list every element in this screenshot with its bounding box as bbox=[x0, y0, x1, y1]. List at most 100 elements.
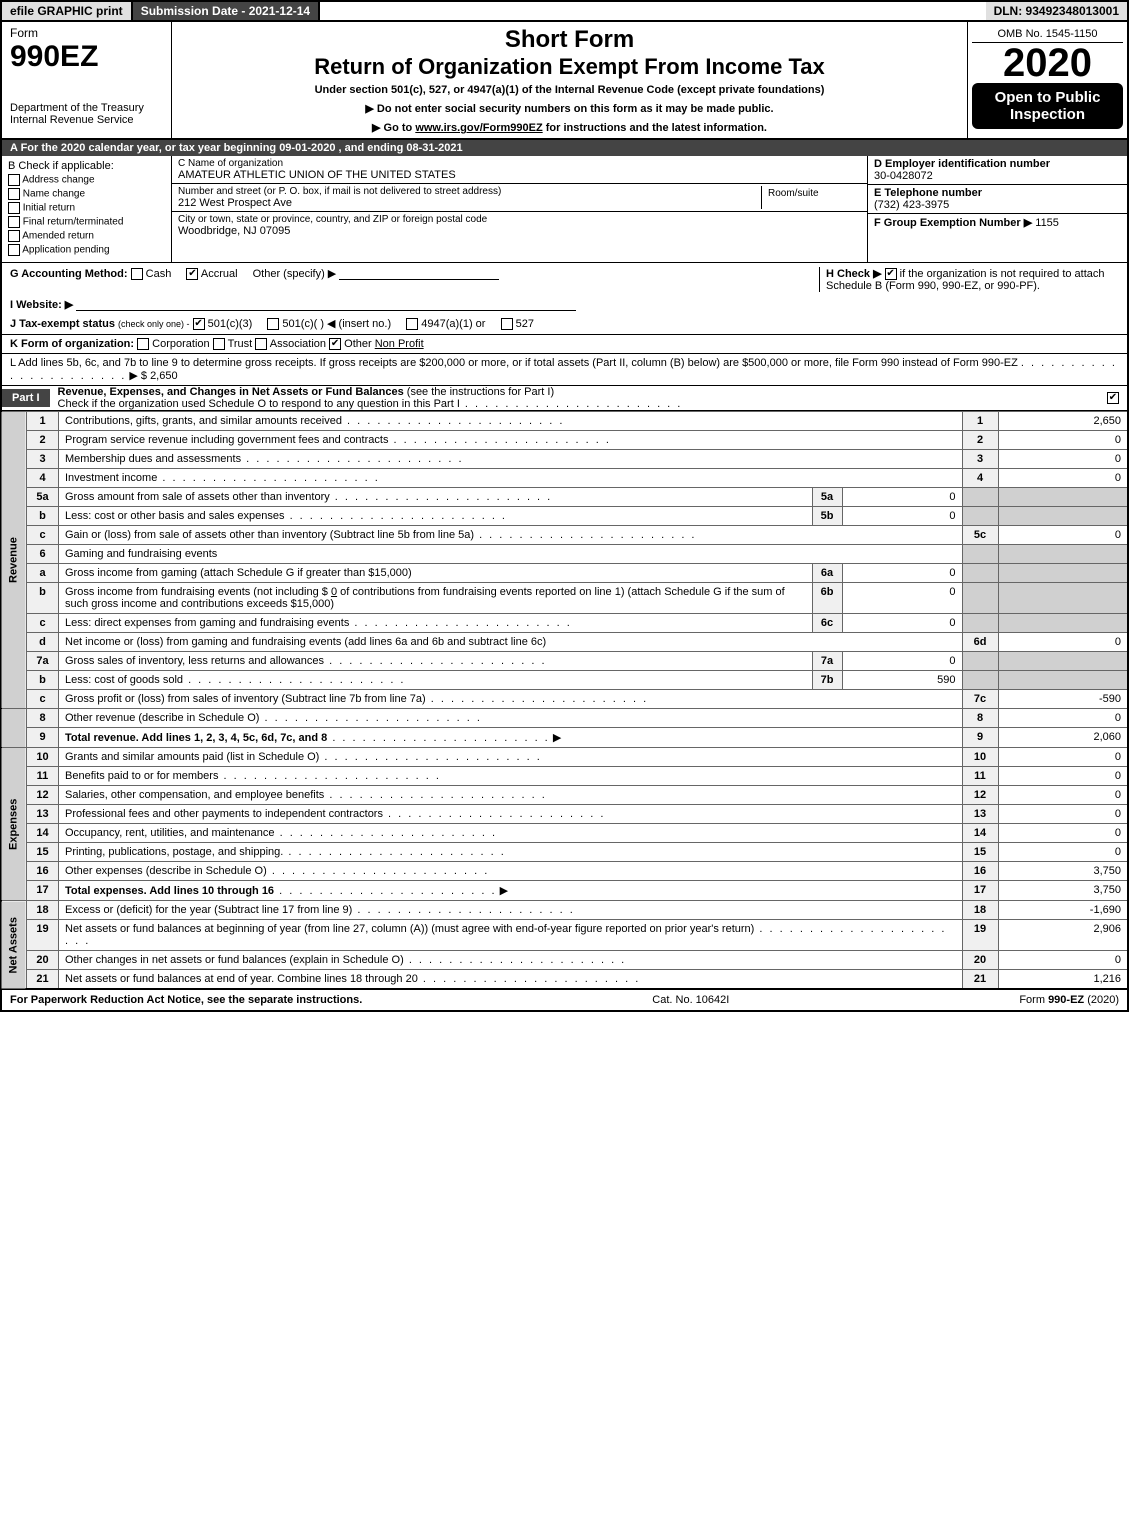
dept-irs: Internal Revenue Service bbox=[10, 114, 163, 126]
efile-label[interactable]: efile GRAPHIC print bbox=[2, 2, 131, 20]
table-row: c Gross profit or (loss) from sales of i… bbox=[1, 690, 1128, 709]
website-value bbox=[76, 299, 576, 311]
group-exemption-label: F Group Exemption Number ▶ bbox=[874, 217, 1032, 229]
table-row: Net Assets 18 Excess or (deficit) for th… bbox=[1, 901, 1128, 920]
table-row: 6 Gaming and fundraising events bbox=[1, 545, 1128, 564]
phone-value: (732) 423-3975 bbox=[874, 199, 949, 211]
check-527[interactable]: 527 bbox=[501, 318, 534, 330]
table-row: 14 Occupancy, rent, utilities, and maint… bbox=[1, 824, 1128, 843]
check-corporation[interactable]: Corporation bbox=[137, 338, 210, 350]
org-name-label: C Name of organization bbox=[178, 158, 861, 169]
ein-label: D Employer identification number bbox=[874, 158, 1050, 170]
table-row: 21 Net assets or fund balances at end of… bbox=[1, 970, 1128, 990]
box-c: C Name of organization AMATEUR ATHLETIC … bbox=[172, 156, 867, 262]
part1-title-suffix: (see the instructions for Part I) bbox=[407, 386, 554, 398]
check-schedule-o[interactable] bbox=[1107, 392, 1119, 404]
check-cash[interactable]: Cash bbox=[131, 268, 172, 280]
phone-label: E Telephone number bbox=[874, 187, 982, 199]
table-row: d Net income or (loss) from gaming and f… bbox=[1, 633, 1128, 652]
footer-formref: Form 990-EZ (2020) bbox=[1019, 994, 1119, 1006]
row-l-arrow: ▶ bbox=[129, 370, 137, 382]
check-final-return[interactable]: Final return/terminated bbox=[8, 216, 165, 228]
side-label-netassets: Net Assets bbox=[1, 901, 27, 990]
irs-link[interactable]: www.irs.gov/Form990EZ bbox=[415, 122, 542, 134]
table-row: Expenses 10 Grants and similar amounts p… bbox=[1, 748, 1128, 767]
accounting-method-label: G Accounting Method: bbox=[10, 268, 128, 280]
table-row: 7a Gross sales of inventory, less return… bbox=[1, 652, 1128, 671]
table-row: 4 Investment income 4 0 bbox=[1, 469, 1128, 488]
table-row: b Less: cost of goods sold 7b 590 bbox=[1, 671, 1128, 690]
line-ref: 1 bbox=[962, 412, 998, 431]
submission-date: Submission Date - 2021-12-14 bbox=[131, 2, 320, 20]
table-row: b Gross income from fundraising events (… bbox=[1, 583, 1128, 614]
accounting-other[interactable]: Other (specify) ▶ bbox=[253, 267, 500, 280]
footer-paperwork: For Paperwork Reduction Act Notice, see … bbox=[10, 994, 362, 1006]
tax-exempt-label: J Tax-exempt status bbox=[10, 318, 115, 330]
city-state-zip: Woodbridge, NJ 07095 bbox=[178, 225, 861, 237]
footer-catno: Cat. No. 10642I bbox=[652, 994, 729, 1006]
check-501c[interactable]: 501(c)( ) ◀ (insert no.) bbox=[267, 317, 391, 330]
row-l: L Add lines 5b, 6c, and 7b to line 9 to … bbox=[0, 354, 1129, 386]
form-header: Form 990EZ Department of the Treasury In… bbox=[0, 22, 1129, 140]
org-name: AMATEUR ATHLETIC UNION OF THE UNITED STA… bbox=[178, 169, 861, 181]
table-row: 11 Benefits paid to or for members 11 0 bbox=[1, 767, 1128, 786]
short-form-title: Short Form bbox=[180, 26, 959, 54]
check-4947[interactable]: 4947(a)(1) or bbox=[406, 318, 485, 330]
check-application-pending[interactable]: Application pending bbox=[8, 244, 165, 256]
check-accrual[interactable]: Accrual bbox=[186, 268, 237, 280]
warn-goto: ▶ Go to www.irs.gov/Form990EZ for instru… bbox=[180, 121, 959, 134]
check-trust[interactable]: Trust bbox=[213, 338, 253, 350]
part1-title: Revenue, Expenses, and Changes in Net As… bbox=[58, 386, 404, 398]
top-bar: efile GRAPHIC print Submission Date - 20… bbox=[0, 0, 1129, 22]
warn-goto-post: for instructions and the latest informat… bbox=[543, 122, 767, 134]
other-org-value: Non Profit bbox=[375, 338, 424, 350]
side-label-expenses: Expenses bbox=[1, 748, 27, 901]
table-row: 3 Membership dues and assessments 3 0 bbox=[1, 450, 1128, 469]
footer: For Paperwork Reduction Act Notice, see … bbox=[0, 990, 1129, 1012]
box-h: H Check ▶ if the organization is not req… bbox=[819, 267, 1119, 292]
table-row: 12 Salaries, other compensation, and emp… bbox=[1, 786, 1128, 805]
table-row: 20 Other changes in net assets or fund b… bbox=[1, 951, 1128, 970]
table-row: 13 Professional fees and other payments … bbox=[1, 805, 1128, 824]
form-word: Form bbox=[10, 26, 163, 40]
warn-goto-pre: ▶ Go to bbox=[372, 122, 415, 134]
dept-treasury: Department of the Treasury bbox=[10, 102, 163, 114]
form-of-org-label: K Form of organization: bbox=[10, 338, 134, 350]
line-amount: 2,650 bbox=[998, 412, 1128, 431]
table-row: Revenue 1 Contributions, gifts, grants, … bbox=[1, 412, 1128, 431]
check-other-org[interactable]: Other Non Profit bbox=[329, 338, 424, 350]
warn-ssn: ▶ Do not enter social security numbers o… bbox=[180, 102, 959, 115]
table-row: 17 Total expenses. Add lines 10 through … bbox=[1, 881, 1128, 901]
section-a-taxyear: A For the 2020 calendar year, or tax yea… bbox=[0, 140, 1129, 156]
box-def: D Employer identification number 30-0428… bbox=[867, 156, 1127, 262]
check-initial-return[interactable]: Initial return bbox=[8, 202, 165, 214]
table-row: 2 Program service revenue including gove… bbox=[1, 431, 1128, 450]
row-g-h: G Accounting Method: Cash Accrual Other … bbox=[0, 263, 1129, 335]
table-row: 16 Other expenses (describe in Schedule … bbox=[1, 862, 1128, 881]
check-address-change[interactable]: Address change bbox=[8, 174, 165, 186]
check-h[interactable] bbox=[885, 268, 897, 280]
table-row: 8 Other revenue (describe in Schedule O)… bbox=[1, 709, 1128, 728]
tax-year: 2020 bbox=[972, 43, 1123, 83]
check-name-change[interactable]: Name change bbox=[8, 188, 165, 200]
line-num: 1 bbox=[27, 412, 59, 431]
check-amended-return[interactable]: Amended return bbox=[8, 230, 165, 242]
table-row: c Less: direct expenses from gaming and … bbox=[1, 614, 1128, 633]
check-501c3[interactable]: 501(c)(3) bbox=[193, 318, 253, 330]
street-address: 212 West Prospect Ave bbox=[178, 197, 761, 209]
table-row: 5a Gross amount from sale of assets othe… bbox=[1, 488, 1128, 507]
info-grid: B Check if applicable: Address change Na… bbox=[0, 156, 1129, 263]
street-label: Number and street (or P. O. box, if mail… bbox=[178, 186, 761, 197]
open-public-badge: Open to Public Inspection bbox=[972, 83, 1123, 129]
lines-table: Revenue 1 Contributions, gifts, grants, … bbox=[0, 411, 1129, 990]
check-association[interactable]: Association bbox=[255, 338, 326, 350]
table-row: a Gross income from gaming (attach Sched… bbox=[1, 564, 1128, 583]
under-section: Under section 501(c), 527, or 4947(a)(1)… bbox=[180, 84, 959, 96]
row-k: K Form of organization: Corporation Trus… bbox=[0, 335, 1129, 354]
group-exemption-value: 1155 bbox=[1035, 217, 1059, 229]
room-label: Room/suite bbox=[768, 188, 855, 199]
part1-tag: Part I bbox=[2, 389, 50, 407]
part1-header: Part I Revenue, Expenses, and Changes in… bbox=[0, 386, 1129, 411]
table-row: b Less: cost or other basis and sales ex… bbox=[1, 507, 1128, 526]
dln-label: DLN: 93492348013001 bbox=[986, 2, 1127, 20]
